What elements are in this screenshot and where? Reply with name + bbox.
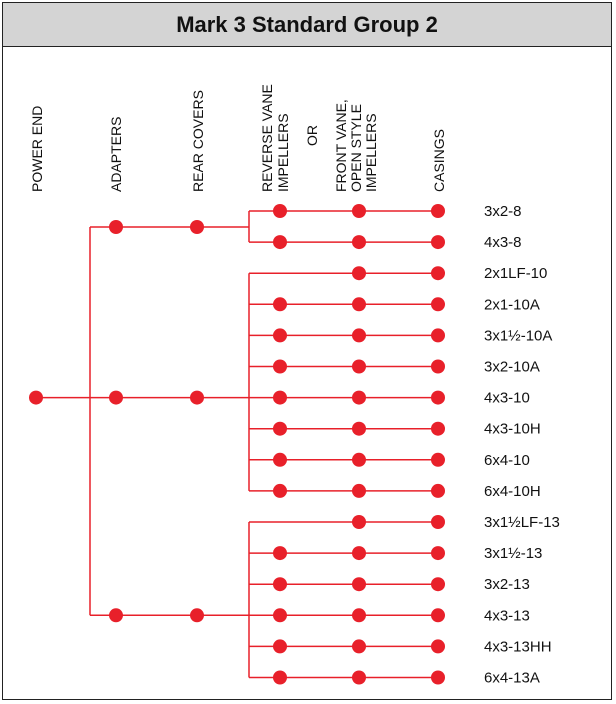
header-front-vane-line3: IMPELLERS — [363, 113, 379, 192]
reverse-vane-impeller-node — [273, 546, 287, 561]
header-rear-covers: REAR COVERS — [190, 90, 206, 192]
front-vane-impeller-node — [352, 452, 366, 467]
front-vane-impeller-node — [352, 546, 366, 561]
reverse-vane-impeller-node — [273, 204, 287, 218]
casing-node — [431, 452, 445, 467]
header-power-end: POWER END — [29, 106, 45, 192]
front-vane-impeller-node — [352, 421, 366, 436]
casing-node — [431, 608, 445, 623]
reverse-vane-impeller-node — [273, 297, 287, 312]
reverse-vane-impeller-node — [273, 639, 287, 654]
header-front-vane-line2: OPEN STYLE — [348, 104, 364, 192]
adapter-node — [109, 390, 123, 405]
size-label: 4x3-10H — [484, 421, 541, 438]
size-label: 3x1½-10A — [484, 327, 552, 344]
size-label: 3x2-8 — [484, 203, 522, 220]
size-label: 6x4-10 — [484, 452, 530, 469]
size-label: 3x1½-13 — [484, 545, 542, 562]
size-label: 4x3-8 — [484, 234, 522, 251]
front-vane-impeller-node — [352, 670, 366, 685]
casing-node — [431, 266, 445, 281]
front-vane-impeller-node — [352, 608, 366, 623]
front-vane-impeller-node — [352, 297, 366, 312]
front-vane-impeller-node — [352, 359, 366, 374]
front-vane-impeller-node — [352, 483, 366, 498]
diagram-title: Mark 3 Standard Group 2 — [3, 3, 611, 47]
header-reverse-vane-line2: IMPELLERS — [275, 113, 291, 192]
header-front-vane-line1: FRONT VANE, — [333, 99, 349, 192]
casing-node — [431, 670, 445, 685]
size-label: 2x1LF-10 — [484, 265, 547, 282]
reverse-vane-impeller-node — [273, 359, 287, 374]
connector-lines — [36, 210, 438, 679]
adapter-node — [109, 220, 123, 234]
size-labels: 3x2-8 4x3-8 2x1LF-10 2x1-10A 3x1½-10A 3x2-10A… — [484, 203, 560, 687]
front-vane-impeller-node — [352, 204, 366, 218]
adapter-node — [109, 608, 123, 623]
casing-node — [431, 204, 445, 218]
front-vane-impeller-node — [352, 577, 366, 592]
casing-node — [431, 577, 445, 592]
header-or: OR — [304, 125, 320, 146]
power-end-node — [29, 390, 43, 405]
size-label: 3x2-10A — [484, 359, 540, 376]
front-vane-impeller-node — [352, 639, 366, 654]
size-label: 2x1-10A — [484, 296, 540, 313]
rear-cover-node — [190, 220, 204, 234]
header-reverse-vane-line1: REVERSE VANE — [259, 84, 275, 192]
front-vane-impeller-node — [352, 235, 366, 250]
casing-node — [431, 421, 445, 436]
reverse-vane-impeller-node — [273, 608, 287, 623]
casing-node — [431, 483, 445, 498]
casing-node — [431, 639, 445, 654]
casing-node — [431, 297, 445, 312]
casing-node — [431, 515, 445, 529]
front-vane-impeller-node — [352, 328, 366, 343]
reverse-vane-impeller-node — [273, 670, 287, 685]
front-vane-impeller-node — [352, 515, 366, 529]
rear-cover-node — [190, 390, 204, 405]
size-label: 3x2-13 — [484, 576, 530, 593]
size-label: 4x3-13 — [484, 607, 530, 624]
size-label: 6x4-13A — [484, 670, 540, 687]
header-adapters: ADAPTERS — [108, 117, 124, 192]
reverse-vane-impeller-node — [273, 328, 287, 343]
reverse-vane-impeller-node — [273, 577, 287, 592]
component-nodes — [29, 204, 445, 685]
rear-cover-node — [190, 608, 204, 623]
front-vane-impeller-node — [352, 266, 366, 281]
casing-node — [431, 328, 445, 343]
reverse-vane-impeller-node — [273, 390, 287, 405]
casing-node — [431, 235, 445, 250]
reverse-vane-impeller-node — [273, 421, 287, 436]
header-casings: CASINGS — [431, 129, 447, 192]
reverse-vane-impeller-node — [273, 235, 287, 250]
size-label: 4x3-13HH — [484, 638, 552, 655]
size-label: 6x4-10H — [484, 483, 541, 500]
size-label: 4x3-10 — [484, 390, 530, 407]
casing-node — [431, 359, 445, 374]
reverse-vane-impeller-node — [273, 483, 287, 498]
size-label: 3x1½LF-13 — [484, 514, 560, 531]
front-vane-impeller-node — [352, 390, 366, 405]
reverse-vane-impeller-node — [273, 452, 287, 467]
casing-node — [431, 390, 445, 405]
casing-node — [431, 546, 445, 561]
